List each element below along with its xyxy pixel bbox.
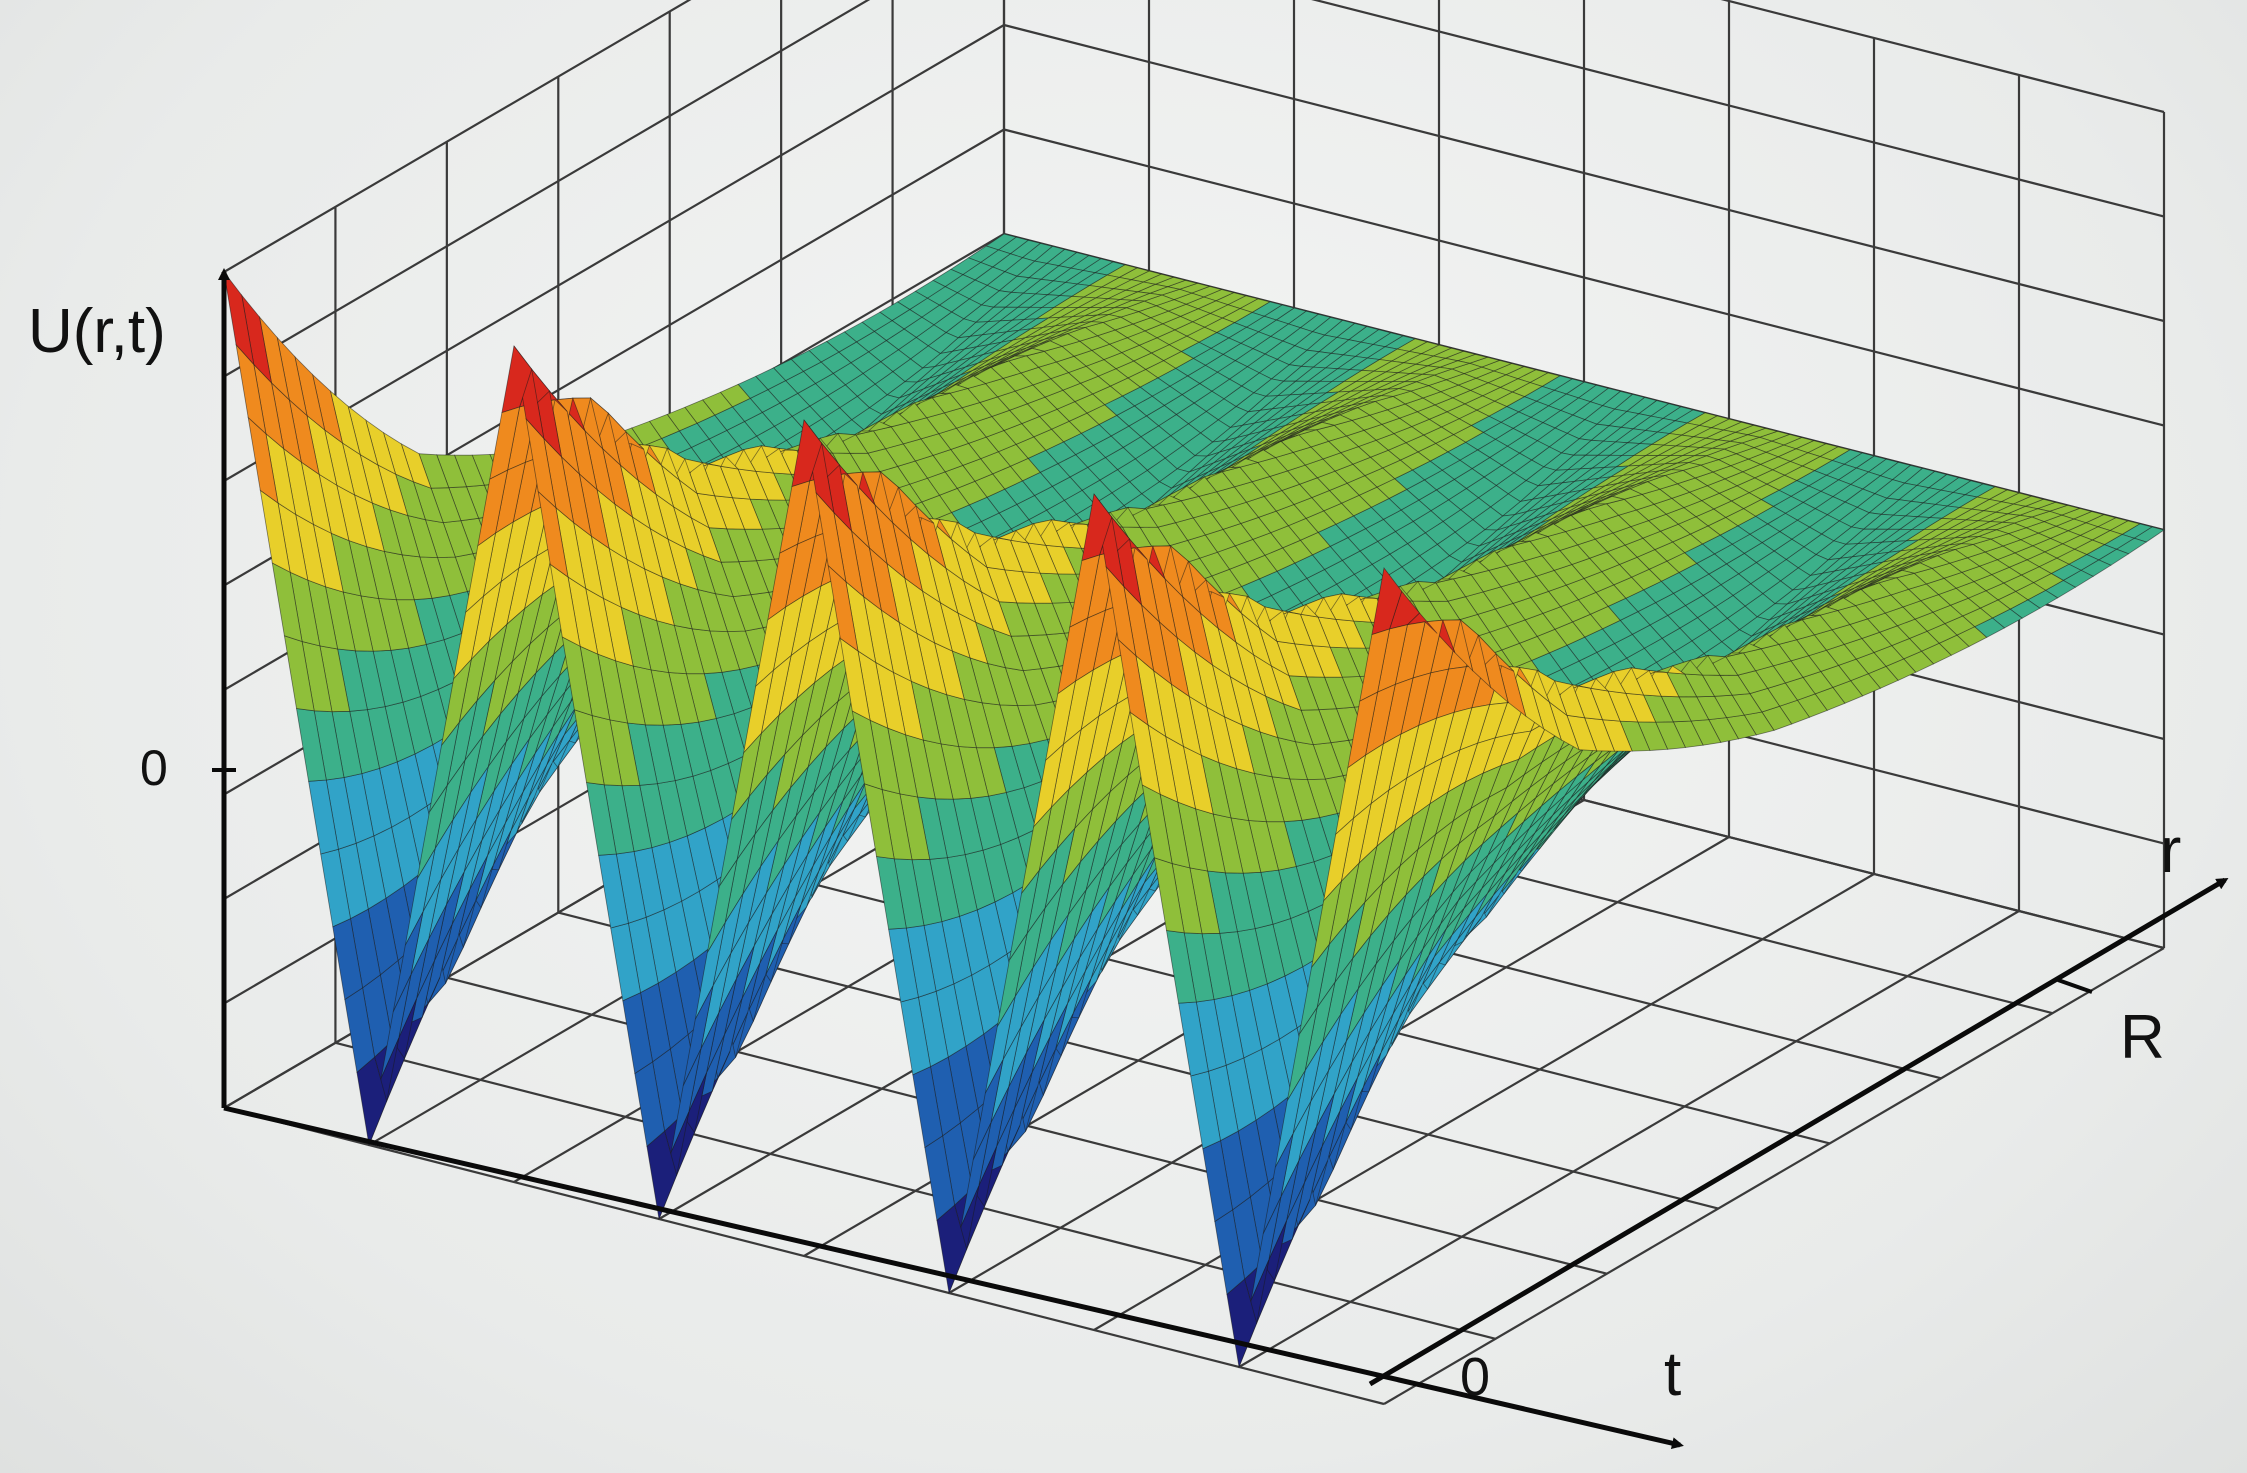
z-axis-label: U(r,t) (28, 297, 166, 366)
axes (212, 268, 2229, 1450)
grid-line (223, 0, 692, 273)
r-axis-line (1368, 877, 2229, 1387)
grid-line (335, 1041, 1496, 1340)
grid-line (1003, 128, 2165, 427)
grid-line (1311, 0, 2165, 218)
grid-line (1003, 23, 2165, 323)
grid-line (223, 24, 1005, 482)
axis-labels: U(r,t) 0 t 0 r R (28, 297, 2181, 1409)
surface-patch (223, 271, 255, 366)
z-tick-zero: 0 (140, 740, 168, 796)
t-axis-line (223, 1105, 1684, 1450)
grid-line (1383, 947, 2165, 1405)
grid-line (1720, 0, 2165, 114)
t-tick-zero: 0 (1460, 1347, 1490, 1407)
grid-line (223, 1106, 1385, 1406)
t-axis-label: t (1664, 1340, 1681, 1409)
surface-mesh (223, 233, 2165, 1369)
r-tick-R: R (2120, 1003, 2165, 1072)
grid-line (223, 0, 871, 378)
grid-line (1238, 910, 2020, 1368)
r-R-tick (2057, 978, 2093, 994)
r-axis-label: r (2160, 814, 2181, 886)
